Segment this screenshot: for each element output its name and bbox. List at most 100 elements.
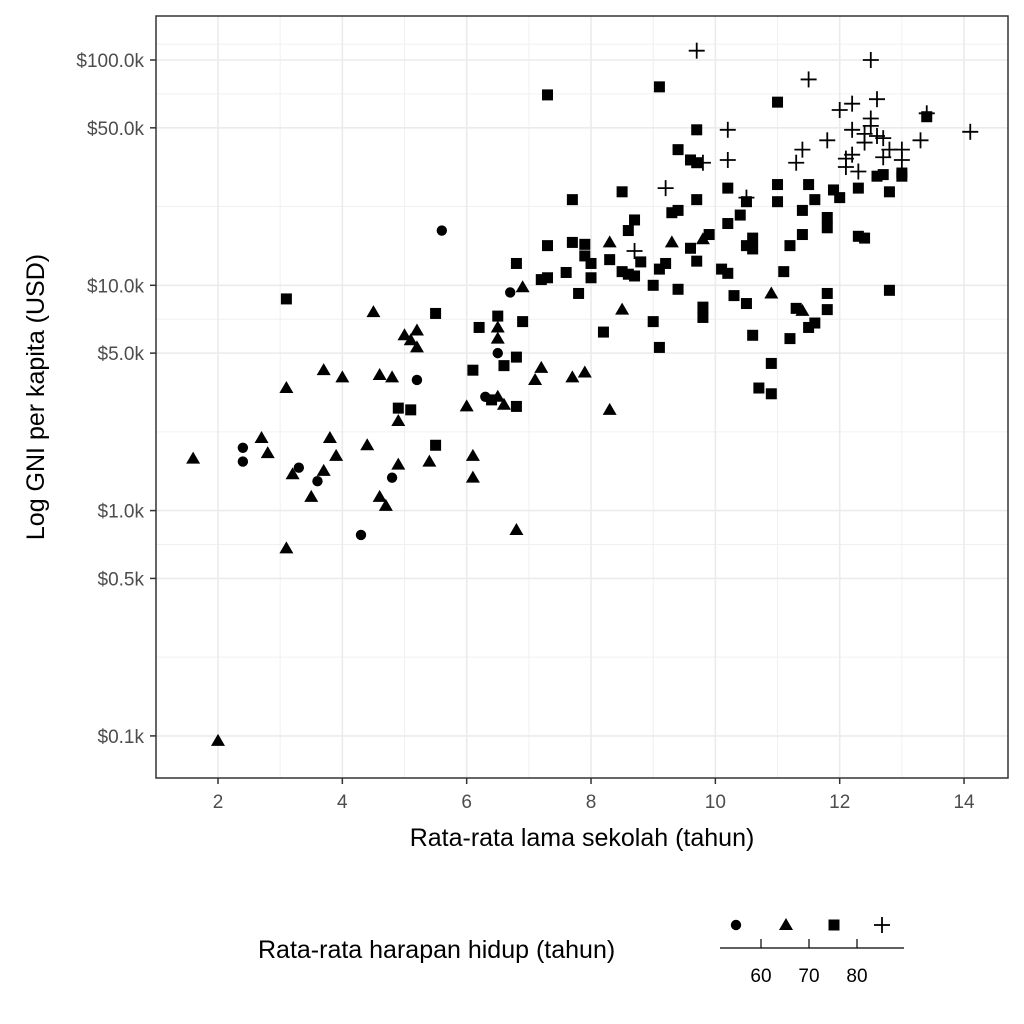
y-tick-label: $100.0k [76,51,144,72]
square-data-point [566,236,578,248]
y-axis: $0.1k $0.5k $1.0k $5.0k $10.0k $50.0k $100.0k [76,51,156,748]
square-data-point [772,96,784,108]
square-data-point [629,270,641,282]
square-data-point [684,154,696,166]
x-axis-title: Rata-rata lama sekolah (tahun) [410,824,755,852]
legend-plus-icon [874,917,890,933]
square-data-point [827,184,839,196]
square-data-point [585,257,597,269]
square-data-point [765,388,777,400]
plus-data-point [688,42,705,59]
triangle-data-point [490,331,505,344]
legend-break-label: 60 [750,966,771,987]
square-data-point [883,284,895,296]
circle-data-point [436,225,448,236]
plus-data-point [794,141,811,158]
triangle-data-point [372,367,387,380]
plus-data-point [844,121,861,138]
square-data-point [722,267,734,279]
square-data-point [510,400,522,412]
square-data-point [821,287,833,299]
triangle-data-point [254,431,269,444]
plus-data-point [962,123,979,140]
plus-data-point [657,180,674,197]
triangle-data-point [490,320,505,333]
plus-data-point [918,105,935,122]
plus-data-point [912,132,929,149]
square-data-point [803,321,815,333]
y-tick-label: $5.0k [98,344,145,365]
plus-data-point [850,163,867,180]
plus-data-point [719,121,736,138]
square-data-point [280,293,292,305]
triangle-data-point [496,397,511,410]
square-data-point [622,268,634,280]
square-data-point [784,333,796,345]
square-data-point [566,194,578,206]
circle-data-point [237,456,249,467]
square-data-point [498,360,510,372]
square-data-point [616,266,628,278]
triangle-data-point [391,457,406,470]
square-data-point [790,302,802,314]
square-data-point [821,211,833,223]
square-data-point [740,298,752,310]
y-tick-label: $0.1k [98,727,145,748]
square-data-point [510,257,522,269]
x-tick-label: 10 [705,792,726,813]
square-data-point [821,304,833,316]
square-data-point [585,272,597,284]
triangle-data-point [695,232,710,245]
square-data-point [392,402,404,414]
square-data-point [747,329,759,341]
square-data-point [691,255,703,267]
square-data-point [716,263,728,275]
square-data-point [772,179,784,191]
square-data-point [772,196,784,208]
triangle-data-point [615,302,630,315]
square-data-point [666,207,678,219]
triangle-data-point [304,489,319,502]
square-data-point [684,242,696,254]
y-tick-label: $0.5k [98,569,145,590]
square-data-point [697,311,709,323]
triangle-data-point [211,733,225,746]
plus-data-point [893,141,910,158]
square-data-point [579,250,591,262]
circle-data-point [355,529,367,541]
triangle-data-point [565,370,580,383]
triangle-data-point [459,399,474,412]
triangle-data-point [409,323,424,336]
triangle-data-point [391,413,406,426]
plus-data-point [869,91,886,108]
square-data-point [517,316,529,328]
triangle-data-point [397,328,412,341]
square-data-point [740,240,752,252]
square-data-point [747,243,759,255]
triangle-data-point [279,381,294,394]
square-data-point [691,124,703,136]
plus-data-point [831,101,848,118]
triangle-data-point [329,448,344,461]
square-data-point [647,316,659,328]
plus-data-point [862,117,879,134]
square-data-point [722,182,734,194]
square-data-point [896,170,908,182]
plus-data-point [788,154,805,171]
panel-border [155,15,1009,779]
square-data-point [486,394,498,406]
square-data-point [622,225,634,237]
square-data-point [753,382,765,394]
square-data-point [747,232,759,244]
triangle-data-point [316,463,331,476]
plus-data-point [819,132,836,149]
x-axis: 2 4 6 8 10 12 14 [213,778,975,813]
triangle-data-point [285,467,300,480]
legend-square-icon [828,919,840,931]
plus-data-point [800,71,817,88]
triangle-data-point [509,523,524,536]
square-data-point [809,317,821,329]
triangle-data-point [385,370,400,383]
triangle-data-point [465,448,480,461]
